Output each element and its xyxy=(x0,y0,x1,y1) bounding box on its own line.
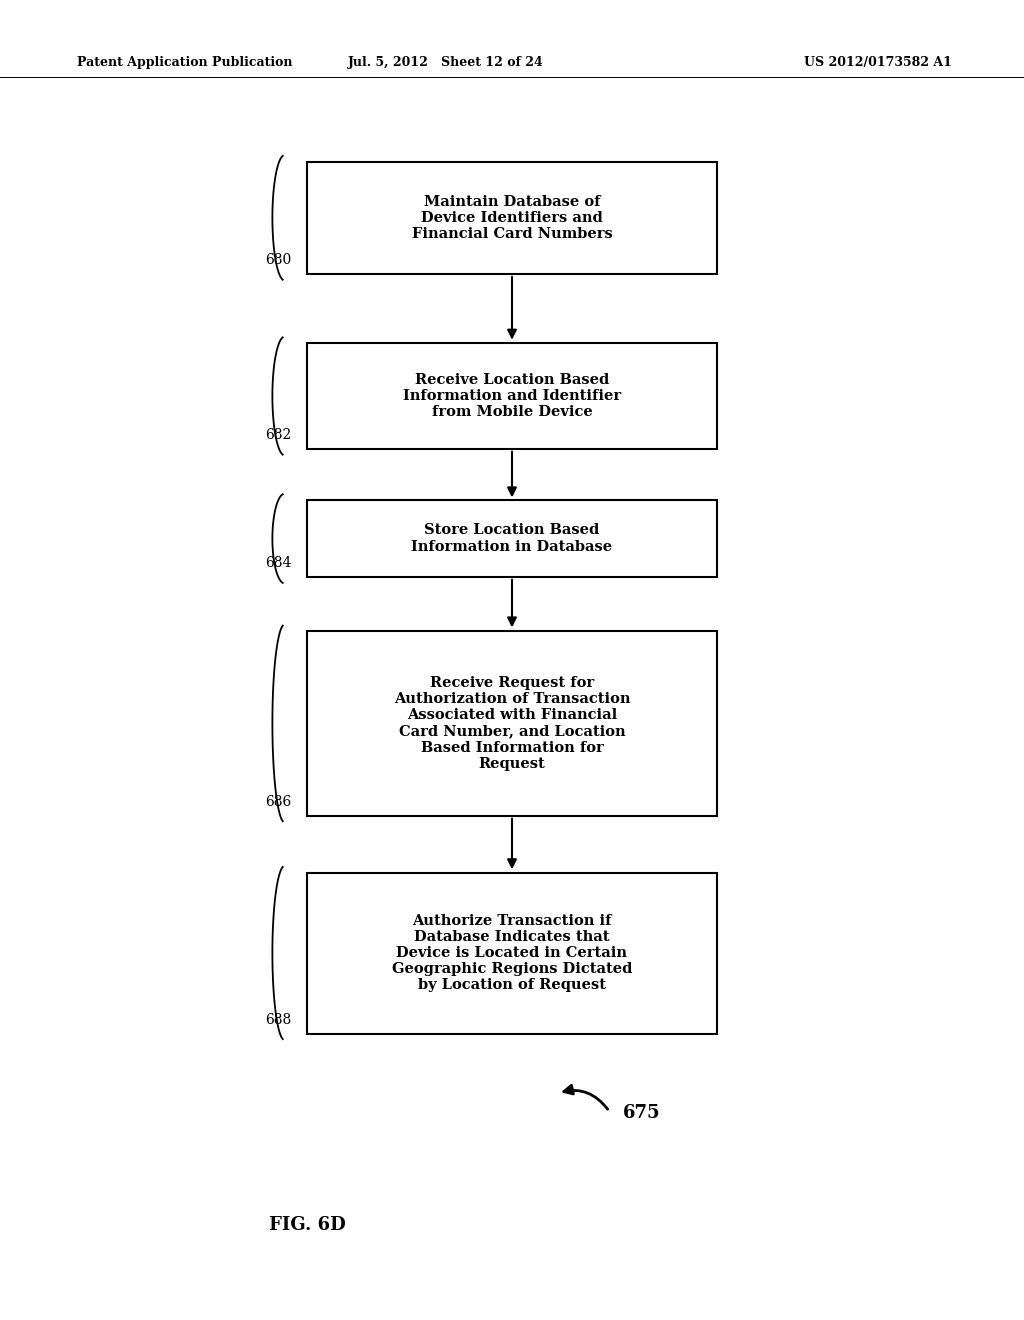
FancyBboxPatch shape xyxy=(307,162,717,275)
Text: Authorize Transaction if
Database Indicates that
Device is Located in Certain
Ge: Authorize Transaction if Database Indica… xyxy=(392,913,632,993)
FancyBboxPatch shape xyxy=(307,873,717,1034)
Text: 686: 686 xyxy=(265,795,292,809)
FancyBboxPatch shape xyxy=(307,631,717,816)
Text: Maintain Database of
Device Identifiers and
Financial Card Numbers: Maintain Database of Device Identifiers … xyxy=(412,194,612,242)
Text: FIG. 6D: FIG. 6D xyxy=(269,1216,345,1234)
Text: Receive Location Based
Information and Identifier
from Mobile Device: Receive Location Based Information and I… xyxy=(402,372,622,420)
Text: US 2012/0173582 A1: US 2012/0173582 A1 xyxy=(805,55,952,69)
FancyBboxPatch shape xyxy=(307,343,717,449)
Text: Patent Application Publication: Patent Application Publication xyxy=(77,55,292,69)
Text: 688: 688 xyxy=(265,1012,292,1027)
Text: Jul. 5, 2012   Sheet 12 of 24: Jul. 5, 2012 Sheet 12 of 24 xyxy=(347,55,544,69)
Text: Receive Request for
Authorization of Transaction
Associated with Financial
Card : Receive Request for Authorization of Tra… xyxy=(394,676,630,771)
Text: 682: 682 xyxy=(265,428,292,442)
Text: Store Location Based
Information in Database: Store Location Based Information in Data… xyxy=(412,524,612,553)
Text: 680: 680 xyxy=(265,253,292,267)
Text: 675: 675 xyxy=(623,1104,660,1122)
Text: 684: 684 xyxy=(265,556,292,570)
FancyBboxPatch shape xyxy=(307,500,717,577)
